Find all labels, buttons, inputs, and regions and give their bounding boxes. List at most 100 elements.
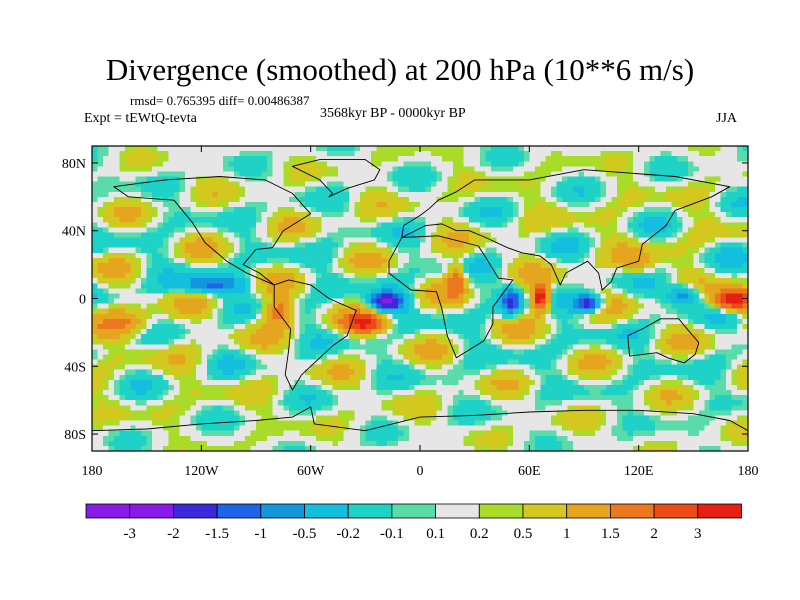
field-cell xyxy=(228,191,235,198)
field-cell xyxy=(223,171,230,178)
field-cell xyxy=(294,227,301,234)
field-cell xyxy=(709,288,716,295)
field-cell xyxy=(551,344,558,350)
field-cell xyxy=(687,146,694,152)
field-cell xyxy=(589,273,596,279)
field-cell xyxy=(354,232,361,239)
field-cell xyxy=(420,171,427,178)
field-cell xyxy=(474,329,481,335)
field-cell xyxy=(92,273,99,279)
field-cell xyxy=(627,257,634,264)
field-cell xyxy=(310,344,317,350)
field-cell xyxy=(704,293,711,300)
field-cell xyxy=(239,146,246,152)
field-cell xyxy=(594,318,601,325)
field-cell xyxy=(469,257,476,264)
field-cell xyxy=(277,339,284,345)
field-cell xyxy=(135,318,142,325)
field-cell xyxy=(370,313,377,320)
field-cell xyxy=(720,171,727,178)
field-cell xyxy=(184,181,191,188)
field-cell xyxy=(491,151,498,157)
field-cell xyxy=(605,242,612,249)
field-cell xyxy=(644,334,651,340)
field-cell xyxy=(179,227,186,234)
field-cell xyxy=(398,207,405,213)
field-cell xyxy=(283,217,290,223)
field-cell xyxy=(469,308,476,315)
field-cell xyxy=(523,212,530,218)
field-cell xyxy=(731,232,738,239)
field-cell xyxy=(97,339,104,345)
field-cell xyxy=(387,344,394,350)
field-cell xyxy=(742,166,749,173)
field-cell xyxy=(600,186,607,193)
field-cell xyxy=(359,151,366,157)
field-cell xyxy=(627,288,634,295)
field-cell xyxy=(135,323,142,330)
field-cell xyxy=(190,186,197,193)
field-cell xyxy=(518,146,525,152)
field-cell xyxy=(512,191,519,198)
field-cell xyxy=(545,227,552,234)
field-cell xyxy=(163,278,170,284)
field-cell xyxy=(529,329,536,335)
field-cell xyxy=(616,247,623,254)
field-cell xyxy=(551,176,558,183)
field-cell xyxy=(644,308,651,315)
field-cell xyxy=(272,176,279,183)
field-cell xyxy=(616,303,623,310)
field-cell xyxy=(299,293,306,300)
field-cell xyxy=(299,186,306,193)
field-cell xyxy=(731,191,738,198)
field-cell xyxy=(113,227,120,234)
field-cell xyxy=(458,268,465,274)
field-cell xyxy=(720,186,727,193)
field-cell xyxy=(523,349,530,356)
field-cell xyxy=(540,268,547,274)
field-cell xyxy=(174,212,181,218)
field-cell xyxy=(113,329,120,335)
field-cell xyxy=(633,207,640,213)
field-cell xyxy=(392,349,399,356)
field-cell xyxy=(463,247,470,254)
field-cell xyxy=(316,313,323,320)
field-cell xyxy=(425,323,432,330)
field-cell xyxy=(102,318,109,325)
field-cell xyxy=(491,278,498,284)
field-cell xyxy=(715,171,722,178)
field-cell xyxy=(447,176,454,183)
field-cell xyxy=(458,217,465,223)
field-cell xyxy=(327,161,334,167)
field-cell xyxy=(474,171,481,178)
field-cell xyxy=(119,242,126,249)
field-cell xyxy=(113,196,120,203)
field-cell xyxy=(633,252,640,259)
field-cell xyxy=(523,191,530,198)
field-cell xyxy=(578,151,585,157)
field-cell xyxy=(392,237,399,244)
field-cell xyxy=(310,156,317,162)
field-cell xyxy=(124,354,131,361)
field-cell xyxy=(387,268,394,274)
field-cell xyxy=(152,354,159,361)
field-cell xyxy=(184,318,191,325)
field-cell xyxy=(212,151,219,157)
field-cell xyxy=(611,191,618,198)
field-cell xyxy=(201,268,208,274)
field-cell xyxy=(485,318,492,325)
field-cell xyxy=(250,227,257,234)
field-cell xyxy=(201,313,208,320)
field-cell xyxy=(365,181,372,188)
field-cell xyxy=(605,344,612,350)
field-cell xyxy=(130,303,137,310)
field-cell xyxy=(447,186,454,193)
field-cell xyxy=(458,237,465,244)
field-cell xyxy=(611,293,618,300)
field-cell xyxy=(485,268,492,274)
field-cell xyxy=(480,146,487,152)
field-cell xyxy=(321,191,328,198)
field-cell xyxy=(261,186,268,193)
field-cell xyxy=(491,262,498,269)
field-cell xyxy=(529,242,536,249)
